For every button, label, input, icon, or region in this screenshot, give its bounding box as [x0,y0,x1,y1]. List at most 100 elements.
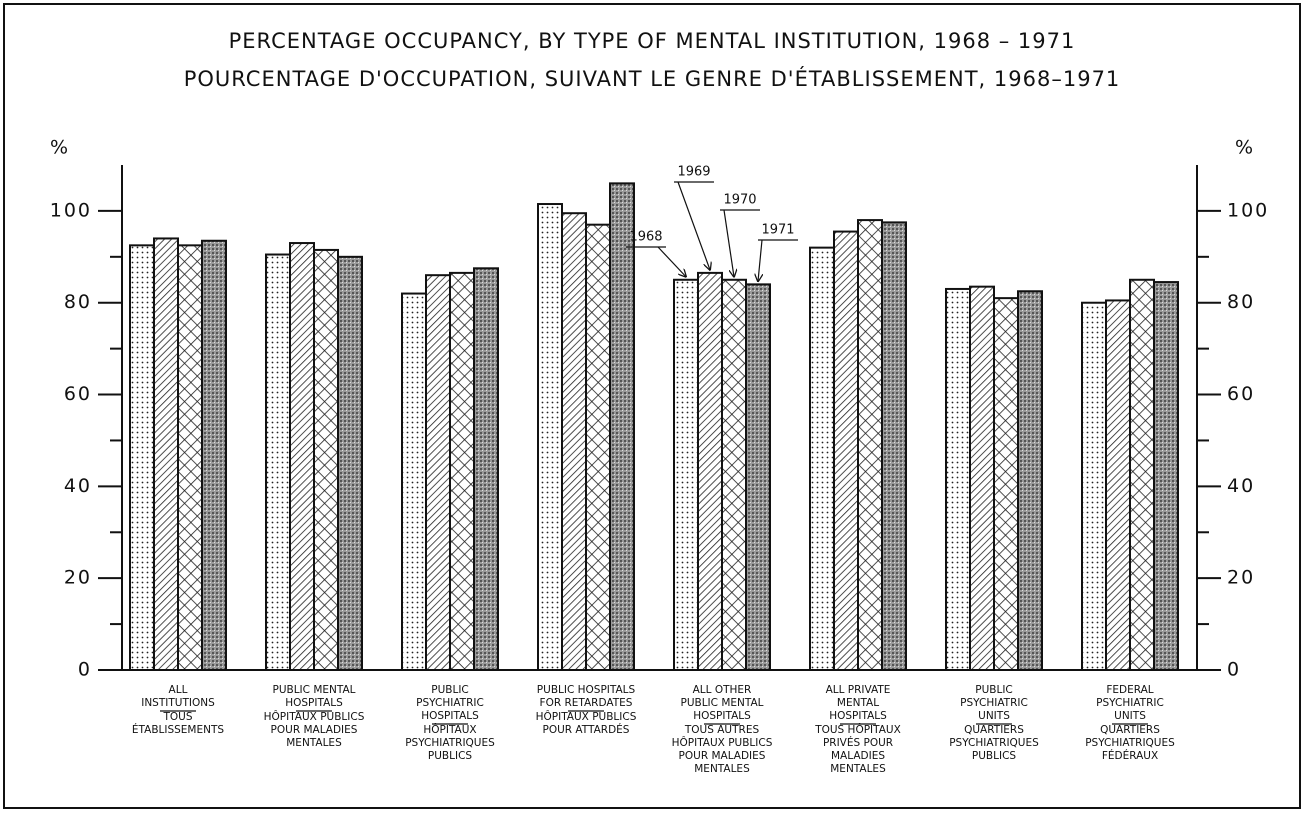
category-label: PSYCHIATRIC [416,697,484,709]
category-label-fr: POUR MALADIES [271,724,358,736]
category-label: MENTAL [837,697,879,709]
series-label: 1971 [761,223,794,238]
category-label-fr: TOUS AUTRES [684,724,760,736]
bar [289,242,315,672]
bar [129,244,155,671]
bar [313,248,339,671]
category-label-fr: HÔPITAUX PUBLICS [264,710,365,723]
bar [609,182,635,671]
bar [561,212,587,671]
label-arrow [657,246,686,277]
bar [177,244,203,671]
category-label: INSTITUTIONS [141,697,215,709]
category-label-fr: HÔPITAUX PUBLICS [672,736,773,749]
bar [745,283,771,671]
category-label: PSYCHIATRIC [960,697,1028,709]
category-label: HOSPITALS [421,710,479,722]
bar [1153,281,1179,671]
category-label: ALL OTHER [693,684,752,696]
category-label: ALL [169,684,188,696]
category-label-fr: HÔPITAUX [423,723,476,736]
bar [1017,290,1043,671]
y-tick-label: 100 [50,199,92,221]
y-axis-label: % [50,137,70,159]
bar [585,223,611,671]
bar [201,239,227,671]
category-label-fr: PSYCHIATRIQUES [405,737,495,749]
bar [425,274,451,671]
bar [337,255,363,671]
bar [969,285,995,671]
bar [1129,278,1155,671]
series-label: 1969 [677,165,710,180]
bar [265,253,291,671]
category-label: HOSPITALS [285,697,343,709]
y2-tick-label: 100 [1227,199,1269,221]
y-tick-label: 0 [78,659,92,681]
y-tick-label: 60 [64,383,92,405]
bar [993,297,1019,671]
chart-subtitle: POURCENTAGE D'OCCUPATION, SUIVANT LE GEN… [184,66,1121,91]
category-label-fr: QUARTIERS [964,724,1024,736]
bar [473,267,499,671]
category-label-fr: POUR MALADIES [679,750,766,762]
label-arrow [677,181,710,270]
y2-tick-label: 0 [1227,659,1241,681]
y-tick-label: 20 [64,567,92,589]
category-label-fr: PUBLICS [972,750,1016,762]
category-label-fr: MALADIES [831,750,885,762]
category-label: PUBLIC [975,684,1013,696]
category-label-fr: ÉTABLISSEMENTS [132,723,224,736]
category-label: UNITS [1114,710,1146,722]
bar [697,271,723,671]
category-label-fr: MENTALES [694,763,750,775]
bar [401,292,427,671]
series-label: 1968 [629,230,662,245]
chart-title: PERCENTAGE OCCUPANCY, BY TYPE OF MENTAL … [229,29,1076,53]
category-label: ALL PRIVATE [826,684,891,696]
category-label: FOR RETARDATES [540,697,633,709]
bar [881,221,907,672]
category-label: PSYCHIATRIC [1096,697,1164,709]
y2-tick-label: 40 [1227,475,1255,497]
label-arrow [758,239,762,281]
bar [153,237,179,671]
bar [833,230,859,671]
category-label: HOSPITALS [693,710,751,722]
category-label-fr: POUR ATTARDÉS [543,723,630,736]
category-label: PUBLIC MENTAL [680,697,763,709]
category-label-fr: QUARTIERS [1100,724,1160,736]
category-label-fr: TOUS [162,711,192,723]
y-tick-label: 40 [64,475,92,497]
y2-tick-label: 60 [1227,383,1255,405]
bar [673,278,699,671]
y2-tick-label: 80 [1227,291,1255,313]
bar [857,219,883,671]
category-label-fr: PSYCHIATRIQUES [1085,737,1175,749]
category-label: HOSPITALS [829,710,887,722]
category-label: FEDERAL [1106,684,1153,696]
category-label: PUBLIC MENTAL [272,684,355,696]
y2-axis-label: % [1235,137,1255,159]
category-label: PUBLIC [431,684,469,696]
category-label-fr: MENTALES [286,737,342,749]
y2-tick-label: 20 [1227,567,1255,589]
category-label-fr: HÔPITAUX PUBLICS [536,710,637,723]
category-label-fr: MENTALES [830,763,886,775]
category-label-fr: TOUS HÔPITAUX [814,723,901,736]
category-label: PUBLIC HOSPITALS [537,684,636,696]
y-tick-label: 80 [64,291,92,313]
bar [1105,299,1131,671]
bar [721,278,747,671]
bar [449,271,475,671]
bar [809,246,835,672]
category-label: UNITS [978,710,1010,722]
series-label: 1970 [723,193,756,208]
label-arrow [723,209,734,277]
category-label-fr: PUBLICS [428,750,472,762]
bar [1081,301,1107,671]
category-label-fr: PRIVÉS POUR [823,736,893,749]
frame [3,3,1301,809]
category-label-fr: FÉDÉRAUX [1102,749,1158,762]
category-label-fr: PSYCHIATRIQUES [949,737,1039,749]
